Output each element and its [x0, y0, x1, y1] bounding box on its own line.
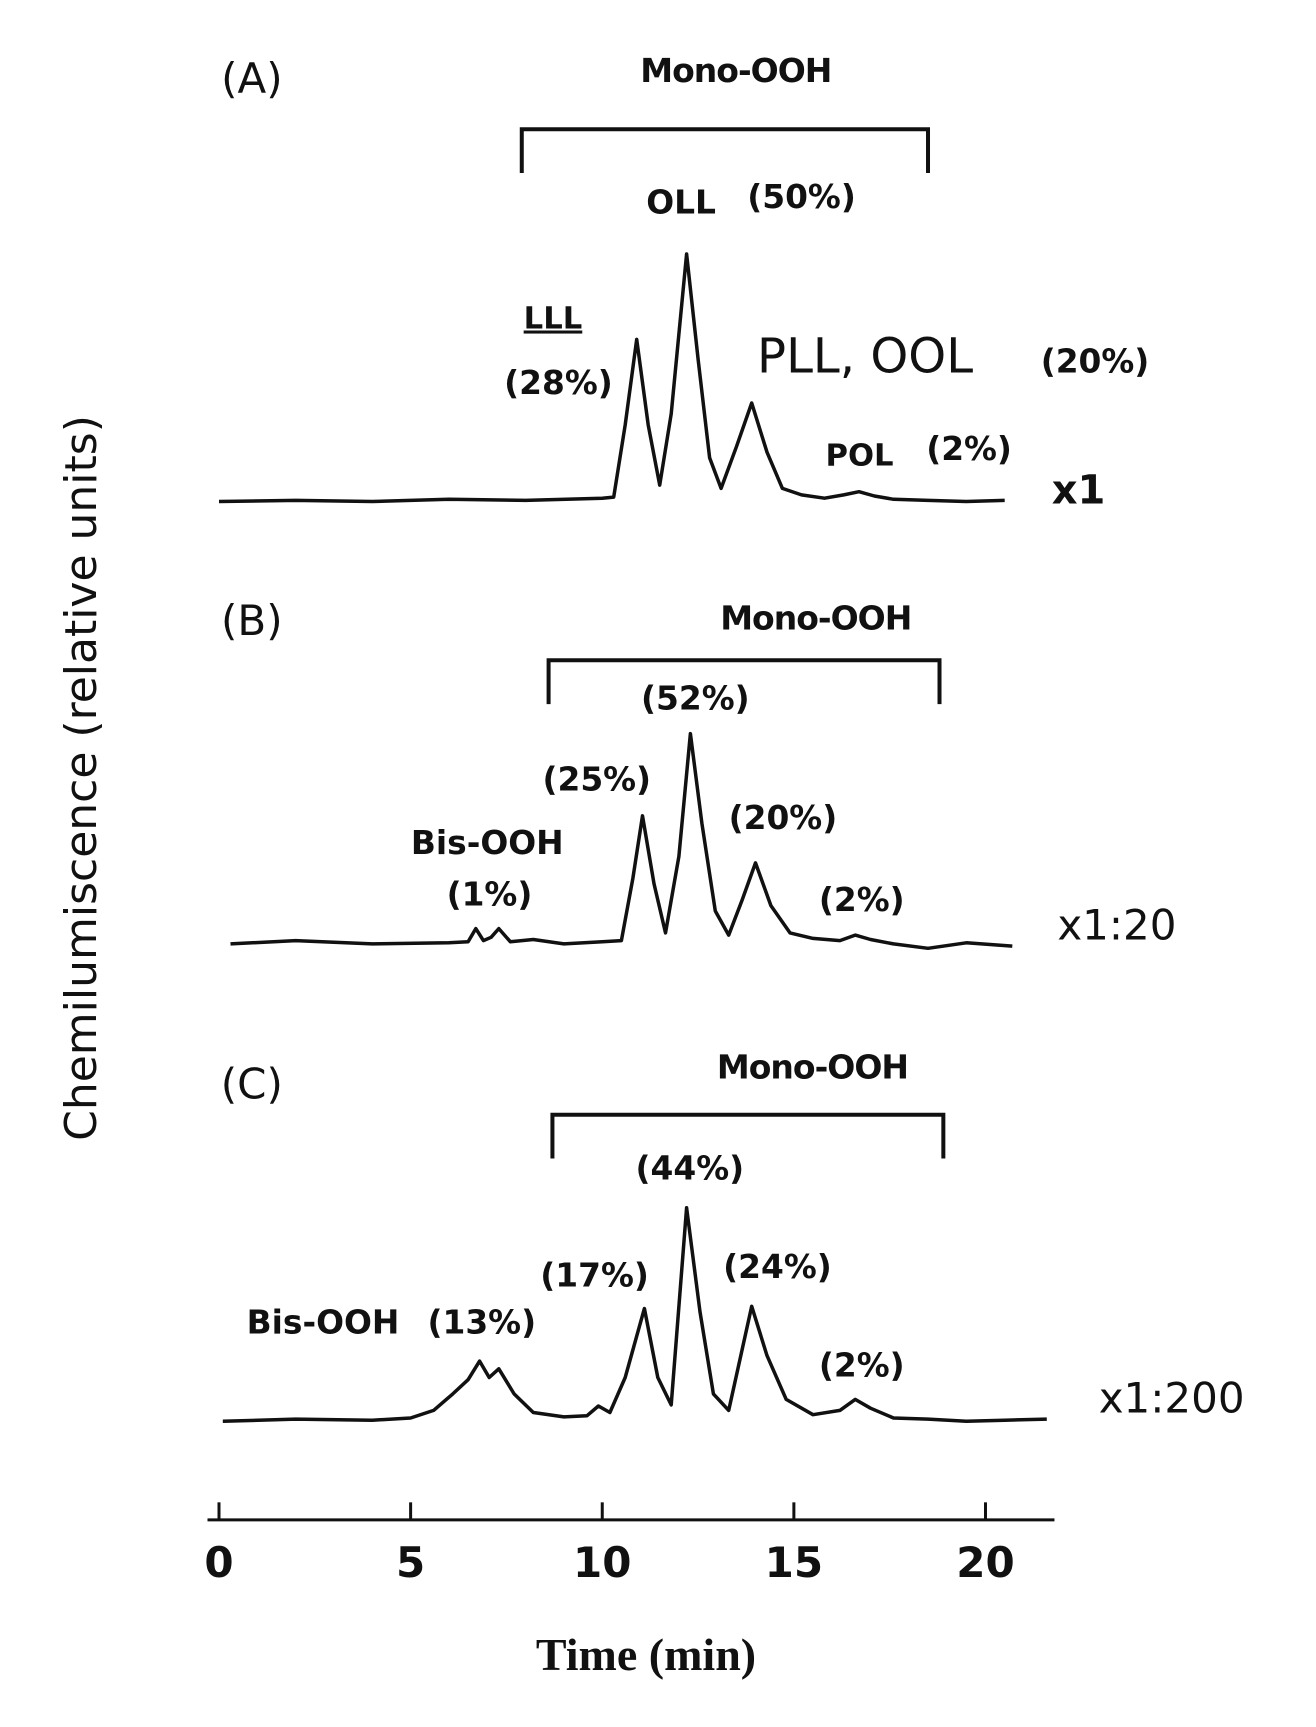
- peak-label: (20%): [729, 799, 838, 837]
- peak-label: PLL, OOL: [757, 328, 973, 384]
- peak-label: (50%): [747, 178, 856, 216]
- peak-label: (17%): [540, 1257, 649, 1295]
- scale-label: x1:20: [1057, 901, 1176, 950]
- bracket-label: Mono-OOH: [717, 1048, 908, 1087]
- peak-label: Bis-OOH: [247, 1304, 400, 1342]
- bracket-label: Mono-OOH: [640, 51, 831, 90]
- peak-label: (20%): [1041, 342, 1150, 380]
- peak-label: Bis-OOH: [411, 824, 564, 862]
- peak-label: (24%): [723, 1248, 832, 1286]
- peak-label: (25%): [542, 761, 651, 799]
- trace: [218, 252, 1005, 504]
- bracket-label: Mono-OOH: [720, 599, 911, 638]
- peak-label: OLL: [646, 184, 716, 222]
- y-axis-label: Chemilumiscence (relative units): [56, 415, 107, 1141]
- panel-label: (C): [221, 1059, 283, 1108]
- peak-label: (2%): [819, 1346, 905, 1384]
- scale-label: x1:200: [1099, 1374, 1245, 1423]
- peak-label: (13%): [428, 1304, 537, 1342]
- peak-label: POL: [826, 438, 894, 473]
- x-tick-label: 10: [573, 1538, 631, 1587]
- x-tick-label: 15: [765, 1538, 823, 1587]
- x-tick-label: 0: [204, 1538, 233, 1587]
- bracket: [546, 658, 942, 705]
- peak-label: (52%): [641, 680, 750, 718]
- trace: [222, 1206, 1047, 1424]
- x-tick-label: 20: [956, 1538, 1014, 1587]
- x-axis-label: Time (min): [536, 1629, 756, 1680]
- peak-label: (44%): [636, 1149, 745, 1187]
- panel-label: (A): [221, 54, 283, 103]
- bracket: [519, 127, 931, 174]
- peak-label: (1%): [447, 876, 533, 914]
- peak-label: (2%): [819, 881, 905, 919]
- panel-label: (B): [221, 596, 283, 645]
- peak-label: (28%): [504, 364, 613, 402]
- x-tick-label: 5: [396, 1538, 425, 1587]
- bracket: [550, 1112, 946, 1159]
- peak-label: (2%): [926, 430, 1012, 468]
- trace: [230, 731, 1013, 951]
- scale-label: x1: [1052, 468, 1106, 514]
- peak-label: LLL: [524, 302, 583, 337]
